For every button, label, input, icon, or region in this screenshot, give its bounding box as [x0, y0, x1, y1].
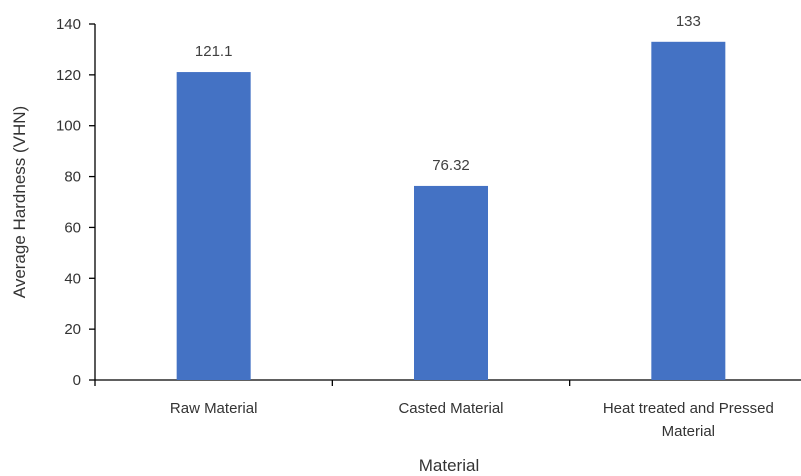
bar	[651, 41, 726, 381]
category-label: Raw Material	[170, 400, 258, 417]
y-tick-label: 100	[56, 118, 81, 135]
category-label: Material	[662, 423, 715, 440]
data-label: 133	[676, 13, 701, 30]
y-tick-label: 40	[64, 270, 81, 287]
bar	[176, 72, 251, 380]
y-axis-title: Average Hardness (VHN)	[10, 106, 29, 298]
data-labels: 121.1 76.32 133	[195, 13, 701, 174]
data-label: 121.1	[195, 43, 233, 60]
x-axis-title: Material	[419, 456, 479, 475]
category-labels: Raw Material Casted Material Heat treated …	[170, 400, 774, 440]
bar	[414, 185, 488, 380]
y-tick-label: 80	[64, 169, 81, 186]
y-tick-label: 20	[64, 321, 81, 338]
data-label: 76.32	[432, 157, 470, 174]
y-tick-label: 60	[64, 219, 81, 236]
bars	[176, 41, 726, 381]
y-axis: 0 20 40 60 80 100 120 140	[56, 16, 96, 389]
category-label: Heat treated and Pressed	[603, 400, 774, 417]
y-tick-label: 120	[56, 67, 81, 84]
category-label: Casted Material	[398, 400, 503, 417]
y-tick-label: 0	[73, 372, 81, 389]
x-axis	[94, 379, 801, 386]
y-tick-label: 140	[56, 16, 81, 33]
